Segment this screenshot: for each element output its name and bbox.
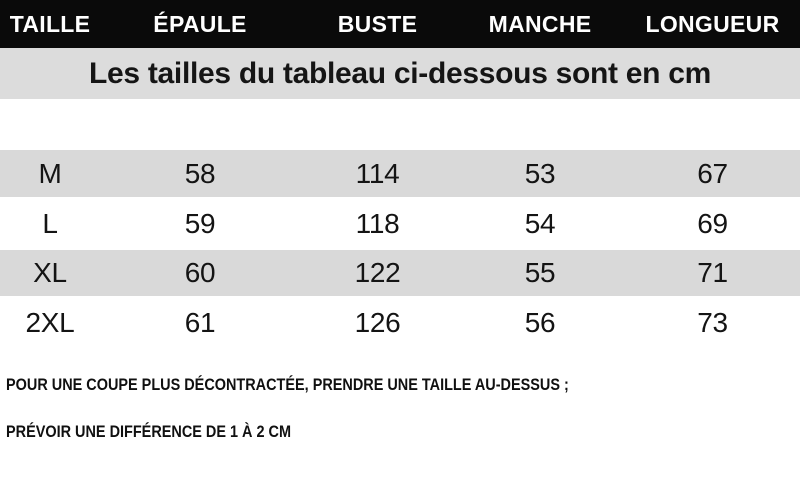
buste-value: 118 <box>355 207 400 239</box>
column-header-longueur: LONGUEUR <box>645 10 780 37</box>
table-row-l: L 59 118 54 69 <box>0 197 800 250</box>
longueur-value: 71 <box>697 257 728 288</box>
table-row-m: M 58 114 53 67 <box>0 150 800 197</box>
buste-value: 114 <box>355 157 400 189</box>
fit-notes: POUR UNE COUPE PLUS DÉCONTRACTÉE, PRENDR… <box>0 375 800 442</box>
size-label: M <box>38 157 62 189</box>
column-header-buste: BUSTE <box>337 10 418 37</box>
manche-value: 53 <box>524 157 556 189</box>
manche-value: 54 <box>524 207 556 239</box>
size-label: 2XL <box>25 307 75 338</box>
epaule-value: 60 <box>184 257 216 288</box>
size-label: L <box>42 207 58 239</box>
epaule-value: 61 <box>184 307 216 338</box>
column-header-manche: MANCHE <box>488 10 592 37</box>
manche-value: 56 <box>524 307 556 338</box>
buste-value: 126 <box>354 307 401 338</box>
size-label: XL <box>33 257 67 288</box>
table-header-row: TAILLE ÉPAULE BUSTE MANCHE LONGUEUR <box>0 0 800 48</box>
units-banner-text: Les tailles du tableau ci-dessous sont e… <box>89 56 711 90</box>
epaule-value: 58 <box>184 157 216 189</box>
note-line-1: POUR UNE COUPE PLUS DÉCONTRACTÉE, PRENDR… <box>6 375 569 394</box>
longueur-value: 73 <box>697 307 728 338</box>
column-header-taille: TAILLE <box>9 10 91 37</box>
longueur-value: 67 <box>697 157 728 189</box>
epaule-value: 59 <box>184 207 216 239</box>
note-line-2: PRÉVOIR UNE DIFFÉRENCE DE 1 À 2 CM <box>6 422 292 441</box>
units-banner: Les tailles du tableau ci-dessous sont e… <box>0 48 800 99</box>
longueur-value: 69 <box>697 207 728 239</box>
table-row-xl: XL 60 122 55 71 <box>0 250 800 296</box>
column-header-epaule: ÉPAULE <box>153 10 247 37</box>
buste-value: 122 <box>354 257 401 288</box>
manche-value: 55 <box>524 257 556 288</box>
spacer <box>0 99 800 150</box>
table-row-2xl: 2XL 61 126 56 73 <box>0 296 800 350</box>
